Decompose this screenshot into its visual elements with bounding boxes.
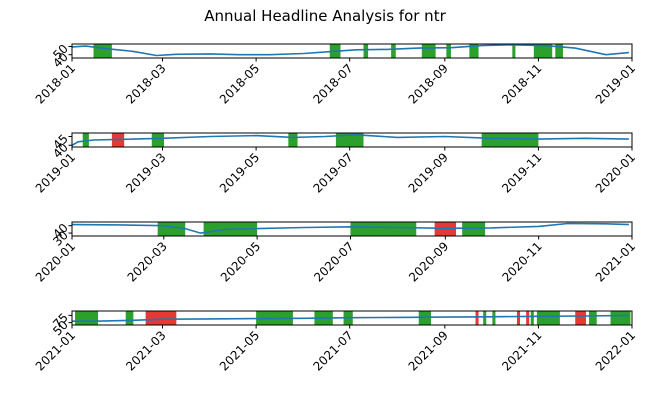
sentiment-band-negative-2021-11 (526, 311, 530, 325)
x-tick-label-2021-3: 2021-07 (310, 328, 355, 373)
sentiment-band-positive-2021-12 (530, 311, 534, 325)
x-tick-label-2021-1: 2021-03 (123, 328, 168, 373)
x-tick-label-2019-5: 2019-11 (499, 150, 544, 195)
sentiment-band-positive-2020-4 (462, 222, 486, 236)
x-tick-label-2018-5: 2018-11 (499, 61, 544, 106)
x-tick-label-2020-6: 2021-01 (593, 239, 638, 284)
x-tick-label-2018-4: 2018-09 (406, 61, 451, 106)
sentiment-band-positive-2021-13 (536, 311, 560, 325)
series-line-2018 (71, 43, 629, 57)
x-tick-label-2021-5: 2021-11 (499, 328, 544, 373)
series-line-2019 (71, 133, 629, 146)
sentiment-band-positive-2018-0 (93, 44, 112, 58)
sentiment-band-positive-2021-0 (75, 311, 99, 325)
sentiment-band-positive-2018-3 (391, 44, 396, 58)
sentiment-band-positive-2020-2 (350, 222, 417, 236)
x-tick-label-2019-1: 2019-03 (123, 150, 168, 195)
axes-frame-2021 (71, 310, 633, 326)
sentiment-band-negative-2021-2 (145, 311, 177, 325)
sentiment-band-positive-2019-3 (288, 133, 298, 147)
x-tick-label-2018-2: 2018-05 (217, 61, 262, 106)
sentiment-band-negative-2021-10 (516, 311, 520, 325)
sentiment-band-positive-2018-7 (512, 44, 516, 58)
axes-frame-2019 (71, 132, 633, 148)
x-tick-label-2019-2: 2019-05 (217, 150, 262, 195)
sentiment-band-positive-2021-8 (483, 311, 487, 325)
sentiment-band-positive-2019-0 (82, 133, 89, 147)
x-tick-label-2021-6: 2022-01 (593, 328, 638, 373)
x-tick-label-2021-4: 2021-09 (406, 328, 451, 373)
sentiment-band-negative-2021-14 (575, 311, 586, 325)
x-tick-label-2018-6: 2019-01 (593, 61, 638, 106)
sentiment-band-positive-2021-9 (492, 311, 496, 325)
series-line-2021 (71, 314, 629, 323)
sentiment-band-positive-2018-9 (555, 44, 563, 58)
x-tick-label-2021-2: 2021-05 (217, 328, 262, 373)
x-tick-label-2020-3: 2020-07 (311, 239, 356, 284)
series-line-2020 (71, 222, 629, 234)
x-tick-label-2020-4: 2020-09 (406, 239, 451, 284)
x-tick-label-2020-5: 2020-11 (499, 239, 544, 284)
x-tick-label-2020-0: 2020-01 (33, 239, 78, 284)
figure-title: Annual Headline Analysis for ntr (204, 7, 446, 25)
x-tick-label-2020-2: 2020-05 (218, 239, 263, 284)
sentiment-band-positive-2021-15 (589, 311, 597, 325)
sentiment-band-positive-2020-0 (157, 222, 186, 236)
axes-frame-2020 (71, 221, 633, 237)
sentiment-band-positive-2021-1 (125, 311, 134, 325)
x-tick-label-2018-0: 2018-01 (33, 61, 78, 106)
sentiment-band-positive-2018-8 (533, 44, 553, 58)
x-tick-label-2018-3: 2018-07 (310, 61, 355, 106)
axes-frame-2018 (71, 43, 633, 59)
sentiment-band-positive-2019-4 (335, 133, 364, 147)
sentiment-band-positive-2018-5 (446, 44, 451, 58)
x-tick-label-2019-4: 2019-09 (406, 150, 451, 195)
x-tick-label-2019-3: 2019-07 (310, 150, 355, 195)
x-tick-label-2019-6: 2020-01 (593, 150, 638, 195)
x-tick-label-2020-1: 2020-03 (125, 239, 170, 284)
sentiment-band-positive-2019-2 (151, 133, 165, 147)
sentiment-band-positive-2018-2 (363, 44, 369, 58)
sentiment-band-positive-2021-16 (610, 311, 631, 325)
x-tick-label-2018-1: 2018-03 (123, 61, 168, 106)
sentiment-band-negative-2021-7 (475, 311, 479, 325)
sentiment-band-positive-2018-6 (469, 44, 479, 58)
sentiment-band-positive-2018-4 (421, 44, 436, 58)
sentiment-band-positive-2019-5 (481, 133, 539, 147)
